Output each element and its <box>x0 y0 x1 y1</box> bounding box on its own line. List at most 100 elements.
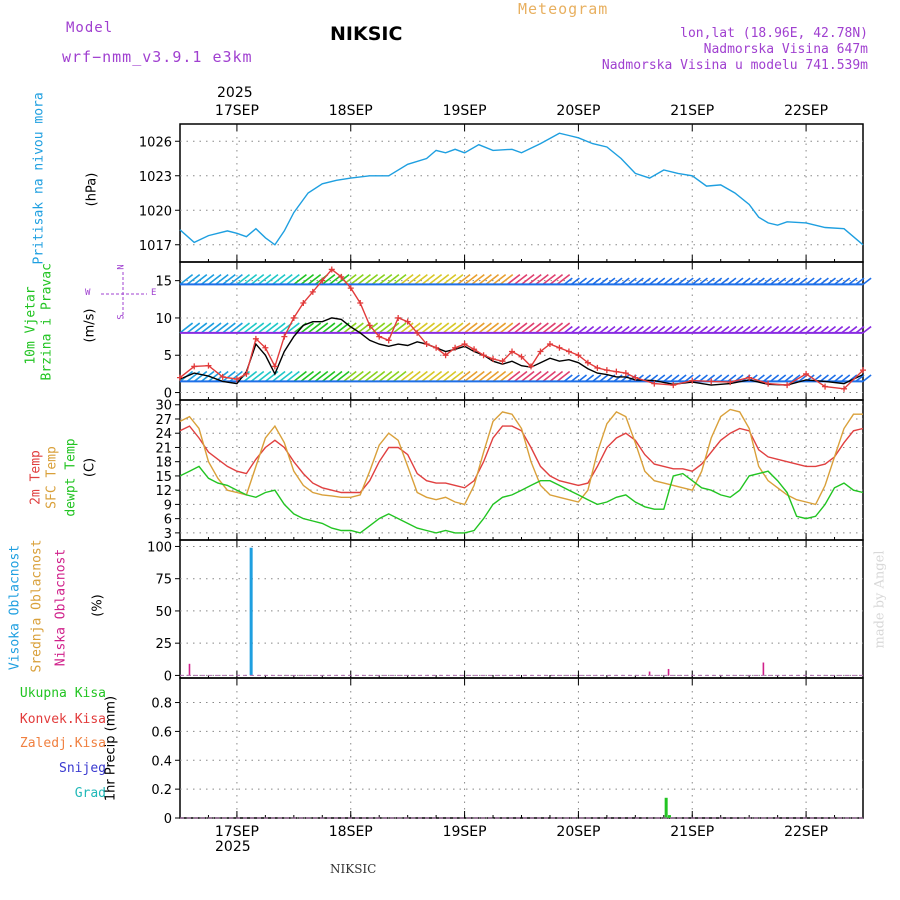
wind-barb <box>264 370 279 382</box>
gust-marker <box>271 363 278 370</box>
cloud-low-label: Niska Oblacnost <box>53 548 69 667</box>
ytick-label-clouds: 100 <box>147 540 172 555</box>
wind-barb <box>449 273 464 286</box>
gust-marker <box>527 363 534 370</box>
bar-cloud_low <box>667 668 670 676</box>
wind-barb <box>620 325 630 334</box>
wind-barb <box>293 273 307 286</box>
gust-marker <box>423 341 430 348</box>
ytick-label-clouds: 25 <box>155 637 172 652</box>
wind-barb <box>528 370 542 382</box>
wind-label-2: Brzina i Pravac <box>39 263 55 381</box>
bar-cloud_low <box>762 662 765 676</box>
gust-marker <box>177 374 183 381</box>
gust-marker <box>537 348 544 355</box>
date-label-bottom: 20SEP <box>556 824 600 840</box>
wind-barb <box>634 277 644 286</box>
wind-barb <box>236 273 251 286</box>
date-label-bottom: 22SEP <box>784 824 828 840</box>
product-title: Meteogram <box>518 0 609 18</box>
gust-marker <box>252 335 259 342</box>
ytick-label-temperature: 30 <box>155 399 172 414</box>
wind-barb <box>286 273 300 286</box>
wind-barb <box>684 374 694 382</box>
wind-barb <box>186 322 201 334</box>
gust-marker <box>300 300 307 307</box>
wind-barb <box>841 277 851 286</box>
wind-barb <box>428 273 443 286</box>
compass-west: W <box>85 288 91 298</box>
wind-barb <box>357 273 371 286</box>
gust-marker <box>632 374 639 381</box>
cloud-mid-label: Srednja Oblacnost <box>29 539 45 673</box>
gust-marker <box>651 380 658 387</box>
date-label-top: 21SEP <box>670 103 714 119</box>
wind-barb <box>421 273 435 286</box>
wind-barb <box>378 273 393 286</box>
wind-barb <box>563 325 573 334</box>
wind-barb <box>748 325 758 334</box>
wind-barb <box>734 325 744 334</box>
wind-barb <box>435 370 450 382</box>
wind-barb <box>841 374 851 382</box>
wind-barb <box>570 374 580 382</box>
wind-barb <box>385 370 400 382</box>
wind-barb <box>656 277 666 286</box>
series-t2m <box>179 425 864 494</box>
ytick-label-temperature: 6 <box>164 513 172 528</box>
gust-marker <box>233 376 240 383</box>
bar-precip_total <box>664 797 668 818</box>
ytick-label-temperature: 18 <box>155 456 172 471</box>
wind-barb <box>243 370 258 382</box>
wind-barb <box>492 322 507 334</box>
wind-barb <box>442 322 457 334</box>
ytick-label-temperature: 24 <box>155 427 172 442</box>
wind-barb <box>521 273 535 286</box>
wind-barb <box>791 374 801 382</box>
wind-barb <box>428 322 443 334</box>
date-label-bottom: 19SEP <box>443 824 487 840</box>
wind-barb <box>207 322 222 334</box>
gust-marker <box>499 358 506 365</box>
wind-barb <box>826 374 837 382</box>
wind-barb <box>200 273 215 286</box>
wind-barb <box>513 273 528 286</box>
wind-barb <box>222 322 236 334</box>
gust-marker <box>546 341 553 348</box>
wind-barb <box>271 370 286 382</box>
wind-barb <box>663 374 673 382</box>
gust-marker <box>746 374 753 381</box>
wind-barb <box>698 325 708 334</box>
panel-frame-pressure <box>179 123 864 263</box>
wind-barb <box>784 277 794 286</box>
wind-barb <box>656 374 666 382</box>
wind-barb <box>563 277 573 286</box>
date-label-bottom: 18SEP <box>329 824 373 840</box>
ytick-label-wind: 0 <box>164 387 172 402</box>
wind-barb <box>286 370 300 382</box>
wind-barb <box>229 322 243 334</box>
wind-barb <box>499 370 514 382</box>
wind-barb <box>627 325 637 334</box>
wind-barb <box>798 277 808 286</box>
wind-barb <box>620 374 630 382</box>
gust-marker <box>205 362 212 369</box>
gust-marker <box>461 341 468 348</box>
wind-barb <box>798 325 808 334</box>
wind-barb <box>506 322 521 334</box>
wind-barb <box>834 277 844 286</box>
wind-barb <box>570 325 580 334</box>
wind-barb <box>528 322 542 334</box>
wind-barb <box>634 325 644 334</box>
compass-arrows-icon <box>101 272 147 318</box>
date-label-top: 17SEP <box>215 103 259 119</box>
gust-marker <box>219 373 226 380</box>
station-title: NIKSIC <box>330 23 403 45</box>
wind-barb <box>862 277 872 286</box>
date-label-top: 18SEP <box>329 103 373 119</box>
wind-barb <box>414 370 428 382</box>
wind-barb <box>705 374 716 382</box>
compass-east: E <box>151 288 157 298</box>
wind-barb <box>471 370 485 382</box>
wind-barb <box>179 322 194 334</box>
